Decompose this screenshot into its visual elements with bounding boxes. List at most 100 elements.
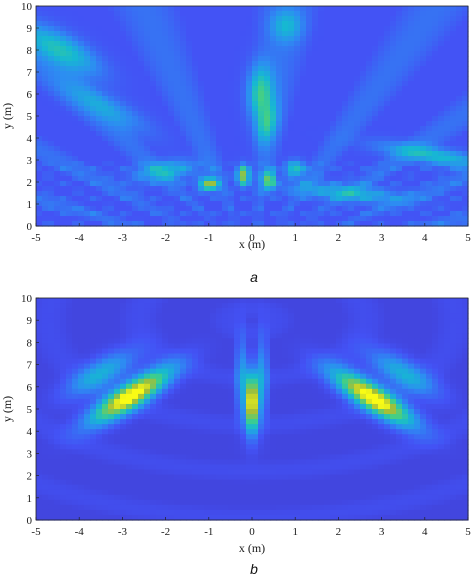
heatmap-cell (48, 146, 55, 152)
heatmap-cell (330, 363, 337, 370)
heatmap-cell (288, 6, 295, 12)
heatmap-cell (84, 136, 91, 142)
heatmap-cell (234, 111, 241, 117)
heatmap-cell (174, 151, 181, 157)
heatmap-cell (204, 363, 211, 370)
heatmap-cell (270, 414, 277, 420)
heatmap-cell (324, 121, 331, 127)
heatmap-cell (294, 81, 301, 87)
heatmap-cell (60, 343, 67, 350)
heatmap-cell (180, 191, 187, 197)
heatmap-cell (36, 409, 43, 415)
heatmap-cell (66, 388, 73, 395)
heatmap-cell (450, 101, 457, 107)
heatmap-cell (372, 318, 379, 324)
heatmap-cell (384, 318, 391, 324)
heatmap-cell (42, 186, 49, 192)
heatmap-cell (246, 71, 253, 77)
heatmap-cell (192, 211, 199, 217)
heatmap-cell (150, 71, 157, 77)
heatmap-cell (138, 338, 145, 345)
heatmap-cell (48, 76, 55, 82)
heatmap-cell (312, 176, 319, 182)
heatmap-cell (348, 308, 355, 314)
heatmap-cell (390, 116, 397, 122)
heatmap-cell (42, 96, 49, 102)
heatmap-cell (72, 161, 79, 167)
heatmap-cell (120, 126, 127, 132)
heatmap-cell (126, 31, 133, 37)
heatmap-cell (102, 378, 109, 385)
heatmap-cell (186, 333, 193, 339)
heatmap-cell (420, 91, 427, 97)
heatmap-cell (294, 146, 301, 152)
heatmap-cell (114, 131, 121, 137)
heatmap-cell (426, 61, 433, 67)
heatmap-cell (384, 221, 391, 227)
heatmap-cell (258, 106, 265, 112)
heatmap-cell (36, 131, 43, 137)
x-tick-label: 4 (422, 232, 428, 244)
heatmap-cell (234, 26, 241, 32)
heatmap-cell (174, 166, 181, 172)
heatmap-cell (228, 161, 235, 167)
heatmap-cell (336, 206, 343, 212)
heatmap-cell (348, 378, 355, 385)
heatmap-cell (438, 106, 445, 112)
heatmap-cell (132, 318, 139, 324)
heatmap-cell (258, 348, 265, 355)
heatmap-cell (288, 11, 295, 17)
heatmap-cell (162, 151, 169, 157)
heatmap-cell (270, 338, 277, 345)
heatmap-cell (384, 121, 391, 127)
heatmap-cell (336, 6, 343, 12)
heatmap-cell (408, 96, 415, 102)
heatmap-cell (348, 81, 355, 87)
heatmap-cell (192, 41, 199, 47)
heatmap-cell (60, 81, 67, 87)
heatmap-cell (60, 328, 67, 334)
heatmap-cell (234, 196, 241, 202)
heatmap-cell (162, 41, 169, 47)
heatmap-cell (354, 56, 361, 62)
heatmap-cell (420, 298, 427, 304)
heatmap-cell (264, 56, 271, 62)
heatmap-cell (420, 383, 427, 390)
heatmap-cell (390, 136, 397, 142)
heatmap-cell (96, 16, 103, 22)
heatmap-cell (330, 31, 337, 37)
heatmap-cell (72, 176, 79, 182)
heatmap-cell (252, 419, 259, 425)
heatmap-cell (312, 61, 319, 67)
heatmap-cell (108, 201, 115, 207)
heatmap-cell (306, 61, 313, 67)
heatmap-cell (432, 131, 439, 137)
heatmap-cell (72, 181, 79, 187)
heatmap-cell (306, 26, 313, 32)
heatmap-cell (318, 166, 325, 172)
heatmap-cell (432, 298, 439, 304)
heatmap-cell (432, 323, 439, 329)
heatmap-cell (456, 303, 463, 309)
heatmap-cell (246, 51, 253, 57)
heatmap-cell (156, 358, 163, 365)
heatmap-cell (396, 141, 403, 147)
heatmap-cell (174, 216, 181, 222)
heatmap-cell (402, 111, 409, 117)
heatmap-cell (318, 106, 325, 112)
heatmap-cell (372, 338, 379, 345)
heatmap-cell (234, 136, 241, 142)
heatmap-cell (258, 206, 265, 212)
heatmap-cell (420, 76, 427, 82)
heatmap-cell (66, 378, 73, 385)
heatmap-cell (108, 206, 115, 212)
heatmap-cell (348, 101, 355, 107)
heatmap-cell (174, 368, 181, 375)
heatmap-cell (252, 221, 259, 227)
heatmap-cell (102, 343, 109, 350)
heatmap-cell (396, 388, 403, 395)
heatmap-cell (216, 161, 223, 167)
heatmap-cell (348, 191, 355, 197)
heatmap-cell (354, 338, 361, 345)
heatmap-cell (360, 383, 367, 390)
